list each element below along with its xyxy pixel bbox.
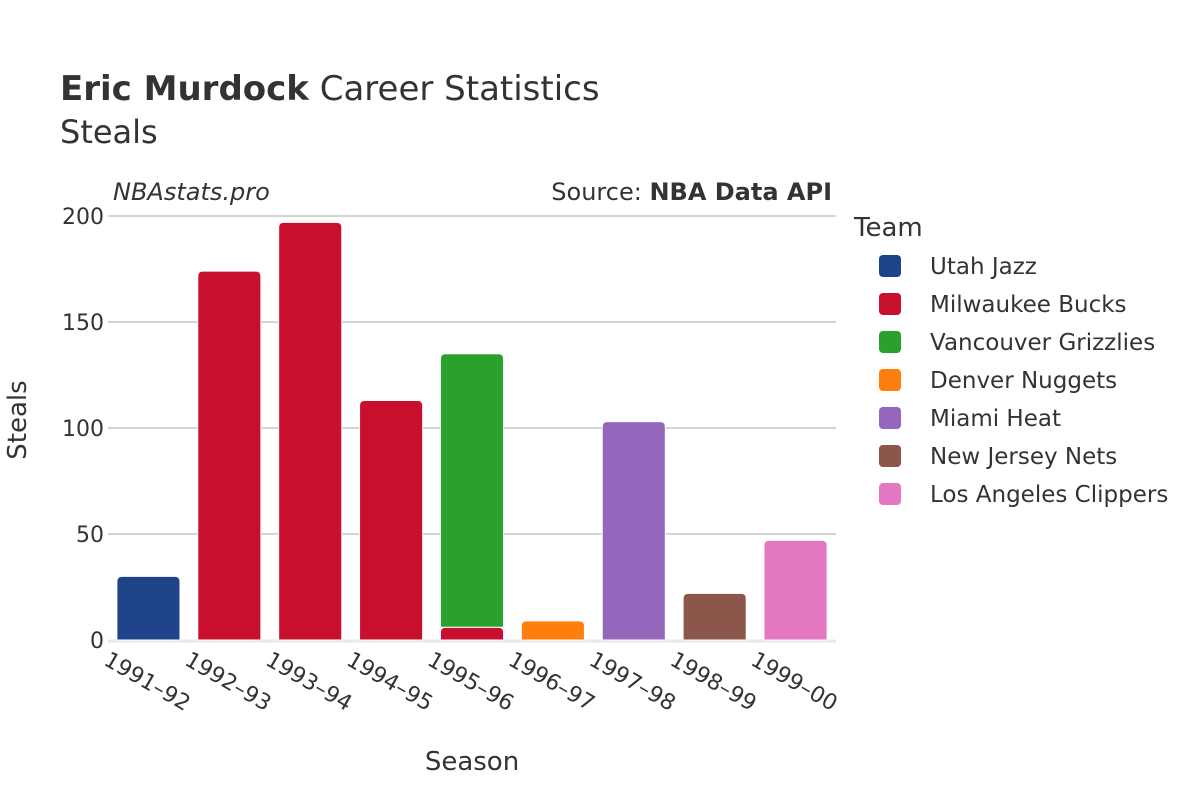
y-axis-title: Steals	[3, 380, 33, 459]
player-name: Eric Murdock	[60, 69, 310, 109]
title-suffix: Career Statistics	[309, 69, 600, 109]
bar-new-jersey-nets-1998–99	[682, 592, 747, 641]
legend-item[interactable]: Denver Nuggets	[879, 368, 1117, 394]
bar-miami-heat-1997–98	[601, 421, 666, 641]
x-tick-label: 1998–99	[666, 648, 761, 717]
x-tick-label: 1991–92	[99, 648, 194, 717]
x-tick-label: 1992–93	[180, 648, 275, 717]
bar-milwaukee-bucks-1993–94	[278, 221, 343, 641]
y-tick-label: 200	[62, 205, 104, 230]
bars	[116, 221, 828, 641]
y-tick-label: 0	[90, 629, 104, 654]
legend-item[interactable]: New Jersey Nets	[879, 444, 1117, 470]
legend-label: New Jersey Nets	[930, 444, 1117, 470]
legend-label: Denver Nuggets	[930, 368, 1117, 394]
source-credit: Source: NBA Data API	[551, 178, 832, 206]
legend-swatch	[879, 483, 901, 505]
legend-label: Milwaukee Bucks	[930, 292, 1127, 318]
legend-swatch	[879, 331, 901, 353]
x-tick-label: 1993–94	[261, 648, 356, 717]
legend-swatch	[879, 407, 901, 429]
legend-label: Miami Heat	[930, 406, 1061, 432]
legend-label: Los Angeles Clippers	[930, 482, 1168, 508]
y-tick-label: 100	[62, 417, 104, 442]
legend-swatch	[879, 255, 901, 277]
bar-los-angeles-clippers-1999–00	[763, 539, 828, 641]
bar-milwaukee-bucks-1992–93	[197, 270, 262, 641]
legend-item[interactable]: Utah Jazz	[879, 254, 1037, 280]
bar-denver-nuggets-1996–97	[520, 620, 585, 641]
x-axis-ticks: 1991–921992–931993–941994–951995–961996–…	[99, 648, 841, 717]
legend-swatch	[879, 445, 901, 467]
bar-vancouver-grizzlies-1995–96	[439, 353, 505, 628]
y-tick-label: 50	[76, 523, 104, 548]
legend-item[interactable]: Milwaukee Bucks	[879, 292, 1127, 318]
legend-item[interactable]: Los Angeles Clippers	[879, 482, 1168, 508]
legend-label: Utah Jazz	[930, 254, 1037, 280]
y-axis-ticks: 0 50 100 150 200	[62, 205, 104, 654]
y-tick-label: 150	[62, 311, 104, 336]
source-name: NBA Data API	[649, 178, 832, 206]
legend-title: Team	[853, 213, 923, 243]
x-tick-label: 1996–97	[504, 648, 599, 717]
legend-item[interactable]: Miami Heat	[879, 406, 1061, 432]
x-axis-title: Season	[425, 747, 519, 777]
bar-utah-jazz-1991–92	[116, 575, 181, 641]
bar-milwaukee-bucks-1994–95	[359, 399, 424, 641]
bar-milwaukee-bucks-1995–96	[439, 626, 505, 641]
legend-swatch	[879, 293, 901, 315]
watermark: NBAstats.pro	[113, 178, 270, 206]
legend-label: Vancouver Grizzlies	[930, 330, 1155, 356]
x-tick-label: 1997–98	[585, 648, 680, 717]
x-tick-label: 1994–95	[342, 648, 437, 717]
source-prefix: Source:	[551, 178, 649, 206]
x-tick-label: 1999–00	[747, 648, 842, 717]
x-tick-label: 1995–96	[423, 648, 518, 717]
legend: Utah Jazz Milwaukee Bucks Vancouver Grizzl…	[879, 254, 1168, 508]
legend-swatch	[879, 369, 901, 391]
chart-title: Eric Murdock Career Statistics	[60, 69, 600, 109]
legend-item[interactable]: Vancouver Grizzlies	[879, 330, 1155, 356]
chart-subtitle: Steals	[60, 113, 158, 151]
